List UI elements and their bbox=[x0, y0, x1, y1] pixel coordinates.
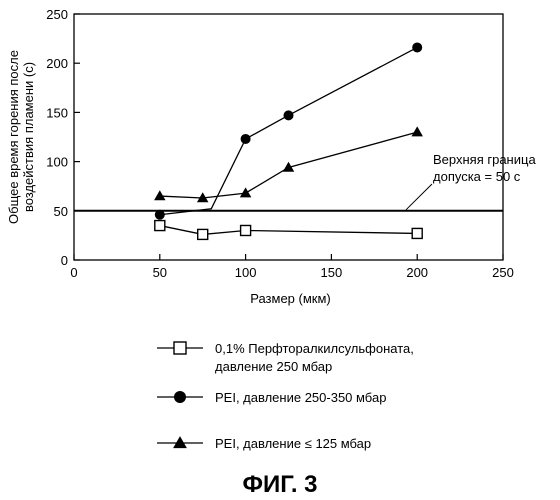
series-2-point bbox=[240, 187, 252, 197]
x-tick-label: 200 bbox=[406, 265, 428, 280]
plot-frame bbox=[74, 14, 503, 260]
legend-label-1: PEI, давление 250-350 мбар bbox=[215, 390, 386, 405]
legend-label-0: 0,1% Перфторалкилсульфоната, bbox=[215, 341, 414, 356]
series-0-point bbox=[412, 228, 422, 238]
y-tick-label: 100 bbox=[46, 155, 68, 170]
series-1-point bbox=[241, 134, 251, 144]
y-tick-label: 50 bbox=[54, 204, 68, 219]
y-tick-label: 250 bbox=[46, 7, 68, 22]
series-1-point bbox=[155, 210, 165, 220]
legend-label-2: PEI, давление ≤ 125 мбар bbox=[215, 436, 371, 451]
legend-marker-0 bbox=[174, 342, 186, 354]
series-2-point bbox=[411, 126, 423, 136]
tolerance-leader bbox=[406, 184, 432, 210]
y-axis-title-line: воздействия пламени (с) bbox=[21, 62, 36, 212]
x-tick-label: 0 bbox=[70, 265, 77, 280]
y-tick-label: 0 bbox=[61, 253, 68, 268]
legend-marker-2 bbox=[173, 436, 187, 448]
x-tick-label: 50 bbox=[153, 265, 167, 280]
x-axis-title: Размер (мкм) bbox=[250, 291, 331, 306]
y-axis-title-line: Общее время горения после bbox=[6, 50, 21, 224]
series-0-point bbox=[241, 225, 251, 235]
series-0-point bbox=[155, 221, 165, 231]
legend-label-0: давление 250 мбар bbox=[215, 359, 332, 374]
y-tick-label: 150 bbox=[46, 105, 68, 120]
series-1-point bbox=[412, 42, 422, 52]
series-2-point bbox=[154, 190, 166, 200]
tolerance-label-line: Верхняя граница bbox=[433, 152, 536, 167]
y-tick-label: 200 bbox=[46, 56, 68, 71]
x-tick-label: 150 bbox=[321, 265, 343, 280]
series-0-point bbox=[198, 229, 208, 239]
tolerance-label-line: допуска = 50 с bbox=[433, 169, 521, 184]
series-line-1 bbox=[160, 47, 417, 214]
figure-caption: ФИГ. 3 bbox=[242, 471, 317, 498]
y-axis-title: Общее время горения послевоздействия пла… bbox=[6, 50, 36, 224]
x-tick-label: 100 bbox=[235, 265, 257, 280]
series-1-point bbox=[284, 110, 294, 120]
legend-marker-1 bbox=[174, 391, 186, 403]
x-tick-label: 250 bbox=[492, 265, 514, 280]
